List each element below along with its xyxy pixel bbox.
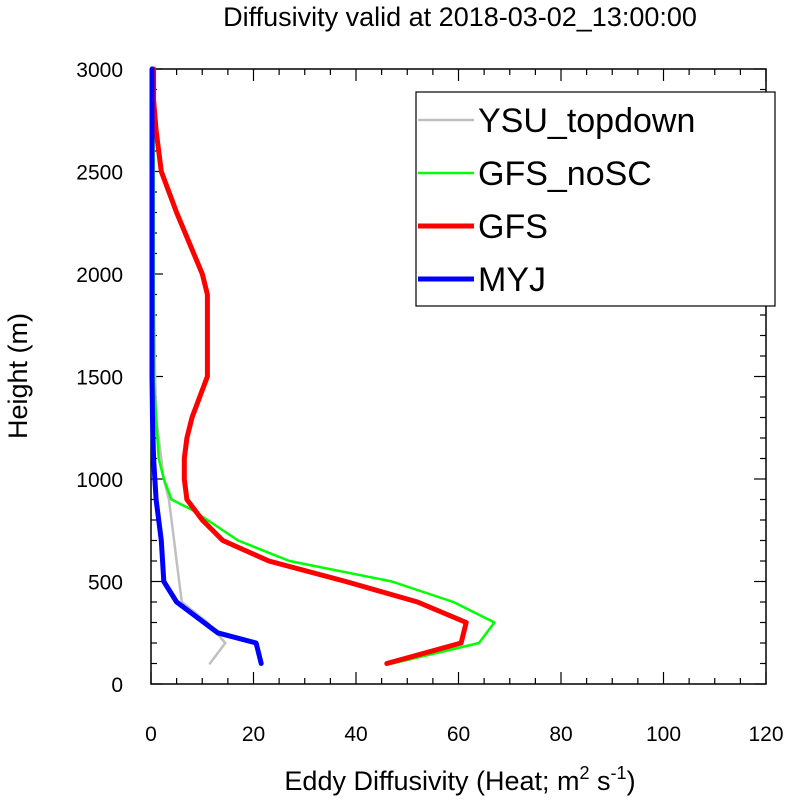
series-line-gfs [151,66,469,666]
series-line-myj [149,66,264,666]
x-axis-title-sup2: -1 [611,763,627,783]
y-tick-label: 2500 [76,162,123,185]
legend-box [415,91,776,307]
y-tick-label: 1000 [76,469,123,492]
legend-label: GFS_noSC [478,155,652,193]
legend-label: GFS [478,208,548,246]
x-axis-title-end: ) [627,766,636,796]
y-tick-label: 500 [88,572,123,595]
x-tick-label: 120 [748,723,783,746]
x-axis-title: Eddy Diffusivity (Heat; m2 s-1) [284,763,635,796]
x-tick-label: 0 [145,723,157,746]
y-tick-label: 3000 [76,59,123,82]
legend: YSU_topdown GFS_noSC GFS MYJ [415,91,776,307]
legend-label: MYJ [478,261,546,299]
chart-title: Diffusivity valid at 2018-03-02_13:00:00 [223,2,697,32]
x-tick-label: 60 [447,723,470,746]
x-axis-title-main: Eddy Diffusivity (Heat; m [284,766,579,796]
series-lines [149,66,496,666]
y-axis-title: Height (m) [3,313,33,439]
x-tick-label: 40 [344,723,367,746]
x-tick-labels: 0 20 40 60 80 100 120 [145,723,783,746]
x-tick-label: 80 [549,723,572,746]
y-tick-label: 1500 [76,367,123,390]
x-axis-title-sup1: 2 [580,763,590,783]
y-tick-labels: 0 500 1000 1500 2000 2500 3000 [76,59,123,697]
x-tick-label: 20 [242,723,265,746]
x-tick-label: 100 [646,723,681,746]
y-tick-label: 0 [111,674,123,697]
y-tick-label: 2000 [76,264,123,287]
legend-label: YSU_topdown [478,102,695,140]
x-axis-title-mid: s [590,766,611,796]
